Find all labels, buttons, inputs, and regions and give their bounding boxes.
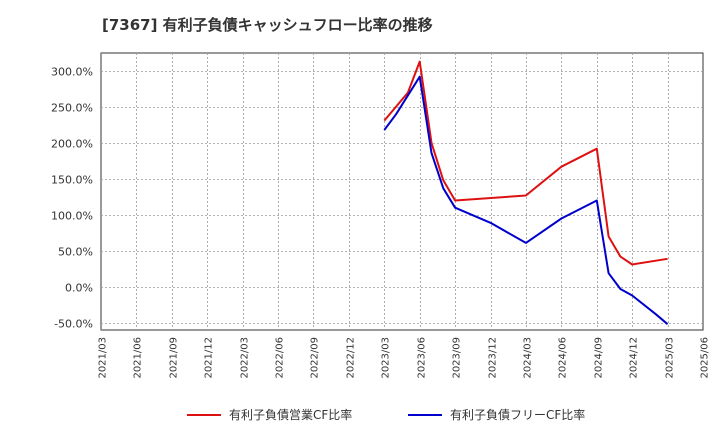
series-line-2 <box>383 75 669 325</box>
y-tick-label: 300.0% <box>51 66 93 79</box>
x-tick-label: 2022/06 <box>275 337 286 379</box>
x-tick-label: 2022/03 <box>240 337 251 379</box>
y-tick-label: 100.0% <box>51 210 93 223</box>
legend-label-1: 有利子負債営業CF比率 <box>229 407 352 422</box>
chart-title: [7367] 有利子負債キャッシュフロー比率の推移 <box>102 16 433 34</box>
y-tick-label: 150.0% <box>51 174 93 187</box>
x-tick-label: 2022/12 <box>346 337 357 379</box>
y-tick-label: 200.0% <box>51 138 93 151</box>
legend-label-2: 有利子負債フリーCF比率 <box>450 407 585 422</box>
series-layer <box>383 60 669 325</box>
legend: 有利子負債営業CF比率 有利子負債フリーCF比率 <box>187 407 585 422</box>
x-tick-label: 2025/06 <box>700 337 711 379</box>
x-tick-label: 2021/06 <box>133 337 144 379</box>
x-tick-label: 2024/06 <box>558 337 569 379</box>
x-tick-label: 2023/12 <box>488 337 499 379</box>
x-tick-label: 2021/09 <box>169 337 180 379</box>
grid-layer <box>100 52 704 331</box>
y-tick-label: 250.0% <box>51 102 93 115</box>
x-tick-label: 2023/06 <box>417 337 428 379</box>
x-tick-label: 2024/03 <box>523 337 534 379</box>
series-line-1 <box>383 60 668 266</box>
y-tick-label: 50.0% <box>58 246 93 259</box>
x-tick-label: 2021/03 <box>98 337 109 379</box>
x-tick-label: 2025/03 <box>665 337 676 379</box>
x-tick-label: 2021/12 <box>204 337 215 379</box>
x-tick-label: 2024/09 <box>594 337 605 379</box>
x-tick-label: 2024/12 <box>629 337 640 379</box>
y-tick-label: -50.0% <box>54 318 93 331</box>
y-tick-label: 0.0% <box>65 282 93 295</box>
x-tick-label: 2023/09 <box>452 337 463 379</box>
x-tick-label: 2022/09 <box>310 337 321 379</box>
x-tick-label: 2023/03 <box>381 337 392 379</box>
plot-frame <box>100 52 704 331</box>
axis-layer: -50.0% 0.0% 50.0% 100.0% 150.0% 200.0% 250.0% 3… <box>51 66 710 379</box>
